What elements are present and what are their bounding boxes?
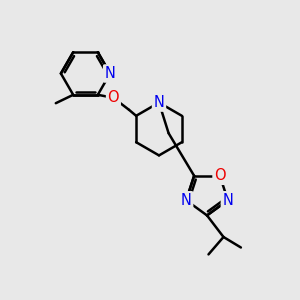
Text: O: O [108, 90, 119, 105]
Text: N: N [105, 66, 116, 81]
Text: N: N [222, 193, 233, 208]
Text: N: N [154, 95, 164, 110]
Text: N: N [181, 193, 192, 208]
Text: O: O [214, 168, 226, 183]
